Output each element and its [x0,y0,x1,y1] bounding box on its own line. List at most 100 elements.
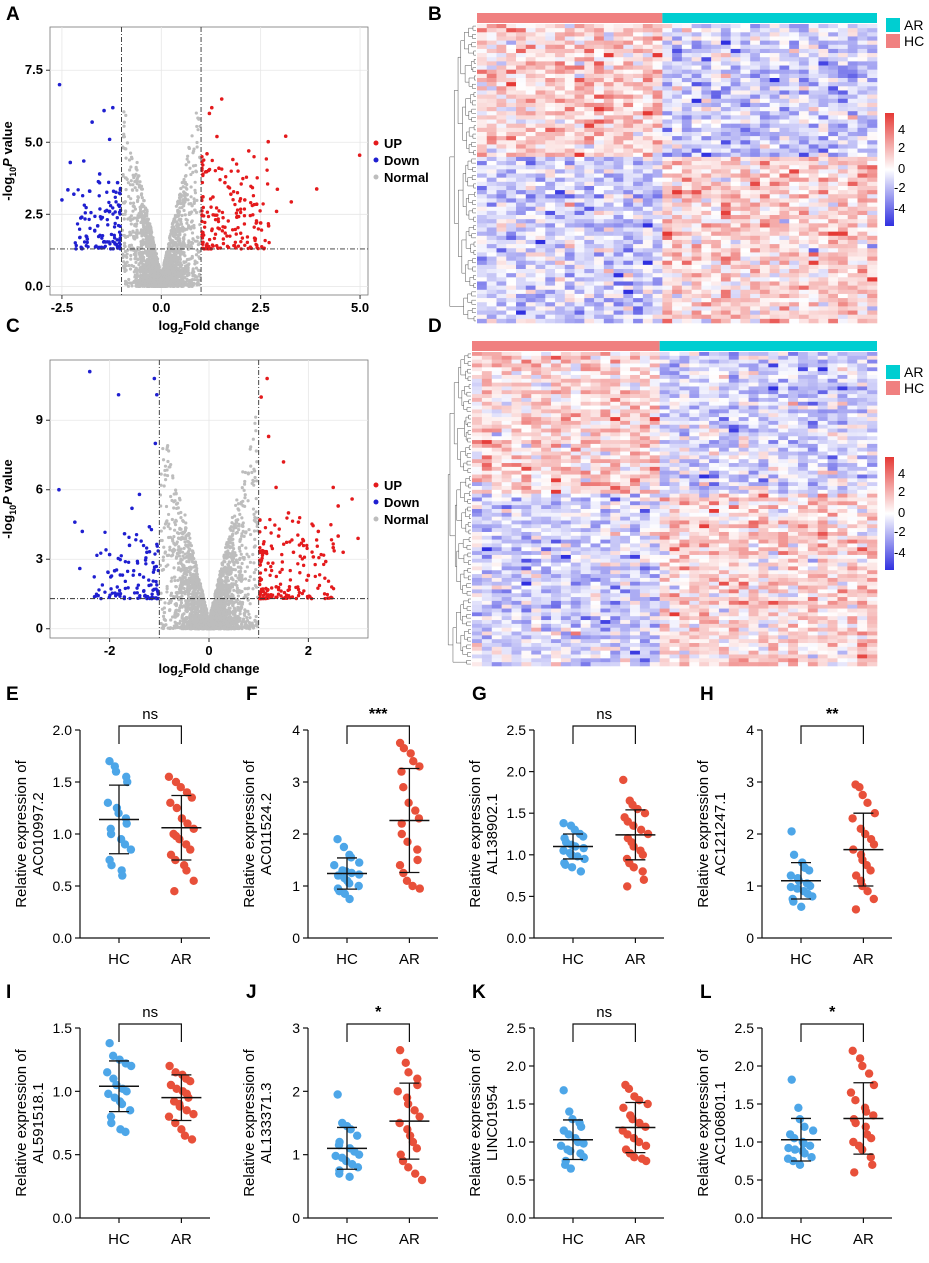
normal-point [231,544,234,547]
down-point [72,192,76,196]
down-point [116,181,120,185]
normal-point [145,271,148,274]
scale-label-2: 2 [898,140,905,155]
normal-point [195,170,198,173]
up-point [231,198,234,201]
up-point [257,227,260,230]
normal-point [168,546,171,549]
up-point [229,192,233,196]
panel-letter-k: K [472,982,486,1003]
normal-point [181,615,184,618]
normal-point [237,602,240,605]
normal-point [196,145,199,148]
normal-point [129,254,132,257]
normal-point [243,505,246,508]
normal-point [236,576,239,579]
normal-point [192,164,195,167]
down-point [111,106,115,110]
normal-point [165,505,168,508]
down-point [87,218,90,221]
down-point [116,216,119,219]
legend-hc-swatch [886,34,900,48]
normal-point [163,611,166,614]
normal-point [194,181,197,184]
down-point [75,244,78,247]
normal-point [249,448,252,451]
normal-point [177,512,180,515]
normal-point [185,590,188,593]
normal-point [185,266,188,269]
normal-point [249,533,252,536]
normal-point [136,219,139,222]
normal-point [171,474,174,477]
normal-point [248,616,251,619]
normal-point [231,516,234,519]
normal-point [140,231,143,234]
normal-point [254,568,257,571]
normal-point [191,231,194,234]
up-point [227,219,230,222]
up-point [210,227,213,230]
normal-point [132,204,135,207]
normal-point [234,583,237,586]
heatmap-legend-b: AR HC 4 2 0 -2 -4 [885,17,924,226]
normal-point [170,245,173,248]
legend-normal-marker [374,175,379,180]
normal-point [122,265,125,268]
normal-point [163,601,166,604]
normal-point [179,547,182,550]
normal-point [160,529,163,532]
normal-point [189,227,192,230]
normal-point [162,615,165,618]
normal-point [180,263,183,266]
normal-point [252,507,255,510]
normal-point [227,606,230,609]
normal-point [141,219,144,222]
normal-point [169,463,172,466]
normal-point [246,565,249,568]
normal-point [182,209,185,212]
normal-point [166,554,169,557]
normal-point [174,585,177,588]
normal-point [186,622,189,625]
normal-point [195,111,198,114]
normal-point [244,594,247,597]
down-point [96,224,100,228]
normal-point [184,174,187,177]
legend-ar-label: AR [904,17,923,33]
normal-point [146,236,149,239]
up-point [252,155,255,158]
normal-point [234,554,237,557]
up-point [238,199,241,202]
normal-point [176,203,179,206]
normal-point [175,237,178,240]
normal-point [195,141,198,144]
normal-point [224,546,227,549]
normal-point [122,125,125,128]
down-point [83,217,86,220]
normal-point [236,507,239,510]
normal-point [229,615,232,618]
normal-point [152,284,155,287]
legend-down-marker [374,158,379,163]
normal-point [250,471,253,474]
normal-point [193,200,196,203]
normal-point [150,231,153,234]
normal-point [188,167,191,170]
normal-point [146,279,149,282]
up-point [228,186,231,189]
normal-point [183,531,186,534]
normal-point [192,611,195,614]
normal-point [174,216,177,219]
y-tick-label: 2.5 [25,206,43,221]
normal-point [237,528,240,531]
normal-point [133,280,136,283]
up-point [228,234,231,237]
legend-up-marker [374,483,379,488]
up-point [209,205,212,208]
up-point [263,246,266,249]
normal-point [176,502,179,505]
up-point [236,169,239,172]
up-point [241,236,244,239]
